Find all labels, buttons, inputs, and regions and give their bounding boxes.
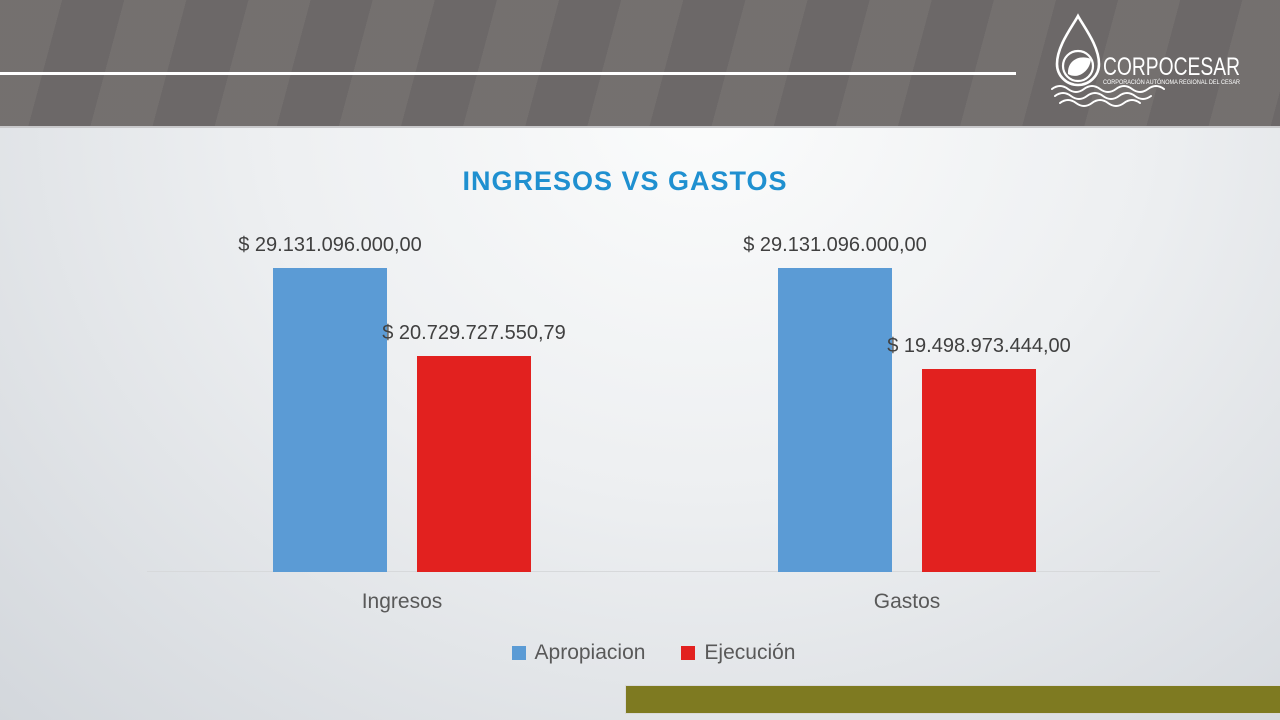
bar-apropiacion-ingresos [273,268,387,572]
bar-ejecucin-ingresos [417,356,531,572]
footer-accent-bar [625,685,1280,714]
data-label: $ 20.729.727.550,79 [382,322,566,344]
logo-waves-icon [1051,85,1165,107]
category-label-ingresos: Ingresos [361,590,443,613]
legend-swatch-icon [681,646,696,660]
logo-text: CORPOCESAR [1103,53,1240,81]
header-band: CORPOCESAR CORPORACIÓN AUTÓNOMA REGIONAL… [0,0,1280,128]
logo-drop-icon [1055,13,1101,87]
legend-label: Apropiacion [534,641,646,664]
chart-legend: Apropiacion Ejecución [147,640,1160,666]
data-label: $ 29.131.096.000,00 [743,234,927,256]
bar-apropiacion-gastos [778,268,892,572]
header-divider-line [0,72,1016,75]
bar-ejecucin-gastos [922,369,1036,572]
legend-label: Ejecución [704,641,796,664]
data-label: $ 29.131.096.000,00 [238,234,422,256]
x-axis-line [147,571,1160,572]
chart-title: INGRESOS VS GASTOS [462,166,788,196]
corpocesar-logo: CORPOCESAR CORPORACIÓN AUTÓNOMA REGIONAL… [1051,13,1241,107]
legend-swatch-icon [511,646,526,660]
legend-item-ejecucin: Ejecución [681,641,795,665]
logo-tagline: CORPORACIÓN AUTÓNOMA REGIONAL DEL CESAR [1103,79,1241,86]
category-label-gastos: Gastos [873,590,941,613]
legend-item-apropiacion: Apropiacion [511,641,646,665]
data-label: $ 19.498.973.444,00 [887,335,1071,357]
